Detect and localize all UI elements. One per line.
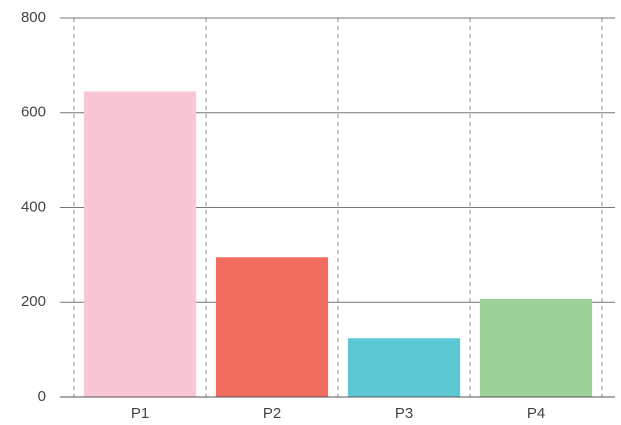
y-tick-label: 200	[21, 293, 46, 310]
y-tick-label: 800	[21, 9, 46, 26]
bar	[479, 298, 593, 397]
bar	[215, 257, 329, 397]
bar	[347, 338, 461, 397]
y-tick-label: 0	[38, 388, 46, 405]
x-tick-label: P1	[131, 405, 149, 422]
y-tick-label: 400	[21, 198, 46, 215]
y-tick-label: 600	[21, 104, 46, 121]
x-tick-label: P4	[527, 405, 545, 422]
x-tick-label: P3	[395, 405, 413, 422]
x-tick-label: P2	[263, 405, 281, 422]
bar	[83, 91, 197, 398]
